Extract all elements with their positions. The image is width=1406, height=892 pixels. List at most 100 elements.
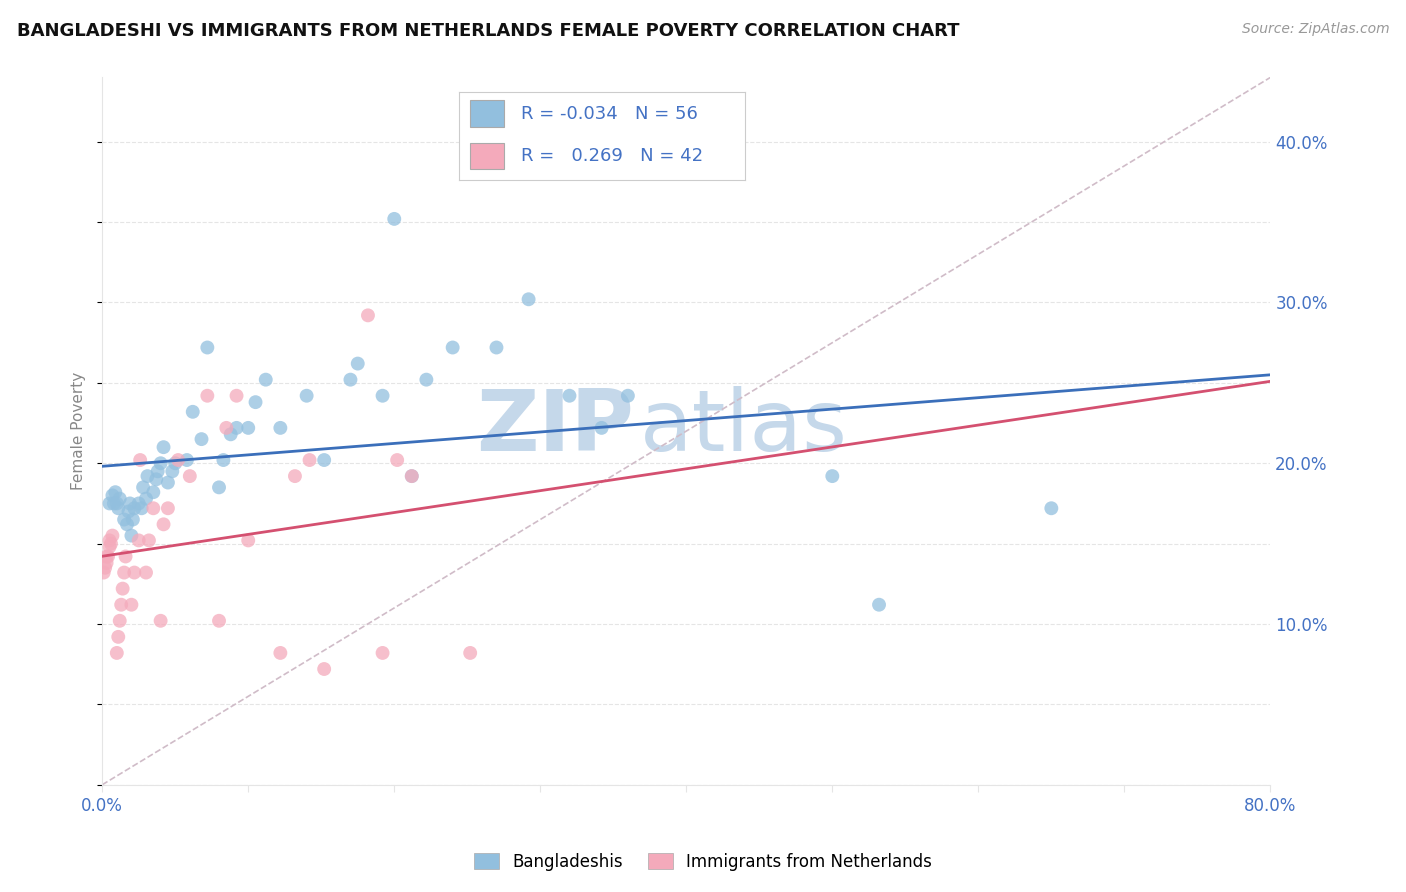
Point (128, 533, 150, 548)
Point (517, 293, 540, 307)
Point (238, 421, 260, 435)
Point (124, 501, 146, 516)
Legend: Bangladeshis, Immigrants from Netherlands: Bangladeshis, Immigrants from Netherland… (465, 845, 941, 880)
Point (117, 504, 139, 518)
Point (167, 453, 190, 467)
Point (108, 491, 131, 506)
Point (195, 389, 218, 403)
Point (118, 496, 141, 510)
Point (94, 560, 117, 574)
Point (219, 427, 242, 442)
Point (110, 598, 132, 612)
Point (120, 598, 142, 612)
Point (103, 496, 125, 510)
Point (162, 464, 184, 478)
Point (98, 540, 121, 554)
Point (1040, 501, 1063, 516)
Point (269, 421, 291, 435)
Point (314, 453, 336, 467)
Point (245, 395, 267, 409)
Point (225, 389, 247, 403)
Point (142, 501, 165, 516)
Point (441, 341, 464, 355)
Point (176, 453, 198, 467)
Point (165, 456, 187, 470)
Point (190, 432, 212, 446)
Point (152, 440, 174, 454)
Point (346, 357, 368, 371)
Point (112, 566, 135, 580)
Point (269, 646, 291, 660)
Point (105, 646, 128, 660)
Point (142, 485, 165, 500)
Point (146, 464, 169, 478)
Point (215, 421, 238, 435)
Point (591, 421, 613, 435)
Point (124, 566, 146, 580)
Point (115, 517, 138, 532)
Point (112, 512, 135, 526)
Point (135, 566, 157, 580)
Point (212, 453, 235, 467)
Point (617, 389, 640, 403)
Point (868, 598, 890, 612)
Point (104, 485, 127, 500)
Point (114, 549, 136, 564)
Point (254, 373, 277, 387)
Point (156, 501, 179, 516)
Point (181, 405, 204, 419)
Point (129, 453, 152, 467)
Point (101, 488, 124, 502)
Point (128, 496, 150, 510)
Point (357, 309, 380, 323)
Point (339, 373, 361, 387)
Text: atlas: atlas (640, 386, 848, 469)
Point (208, 614, 231, 628)
Point (107, 630, 129, 644)
Point (298, 453, 321, 467)
Point (107, 501, 129, 516)
Point (156, 475, 179, 490)
Point (111, 582, 134, 596)
Point (238, 533, 260, 548)
Point (101, 528, 124, 542)
Point (135, 491, 157, 506)
Point (371, 646, 394, 660)
Point (225, 421, 247, 435)
Point (96, 549, 118, 564)
Point (136, 469, 159, 483)
Point (458, 646, 481, 660)
Point (208, 480, 231, 494)
Text: Source: ZipAtlas.com: Source: ZipAtlas.com (1241, 22, 1389, 37)
Point (96, 556, 118, 570)
Point (145, 472, 167, 486)
Point (821, 469, 844, 483)
Point (93, 566, 115, 580)
Point (98, 533, 121, 548)
Point (179, 469, 201, 483)
Point (152, 517, 174, 532)
Text: BANGLADESHI VS IMMIGRANTS FROM NETHERLANDS FEMALE POVERTY CORRELATION CHART: BANGLADESHI VS IMMIGRANTS FROM NETHERLAN… (17, 22, 959, 40)
Point (284, 469, 307, 483)
Point (100, 536, 122, 550)
Point (401, 469, 423, 483)
Point (98, 496, 121, 510)
Point (149, 614, 172, 628)
Y-axis label: Female Poverty: Female Poverty (72, 372, 86, 491)
Point (314, 662, 336, 676)
Point (485, 341, 508, 355)
Point (131, 501, 153, 516)
Point (108, 614, 131, 628)
Point (120, 528, 142, 542)
Point (132, 480, 155, 494)
Point (295, 389, 318, 403)
Point (195, 341, 218, 355)
Point (558, 389, 581, 403)
Point (371, 389, 394, 403)
Point (105, 496, 128, 510)
Point (138, 533, 160, 548)
Point (415, 373, 437, 387)
Point (385, 453, 408, 467)
Point (97, 549, 120, 564)
Point (149, 456, 172, 470)
